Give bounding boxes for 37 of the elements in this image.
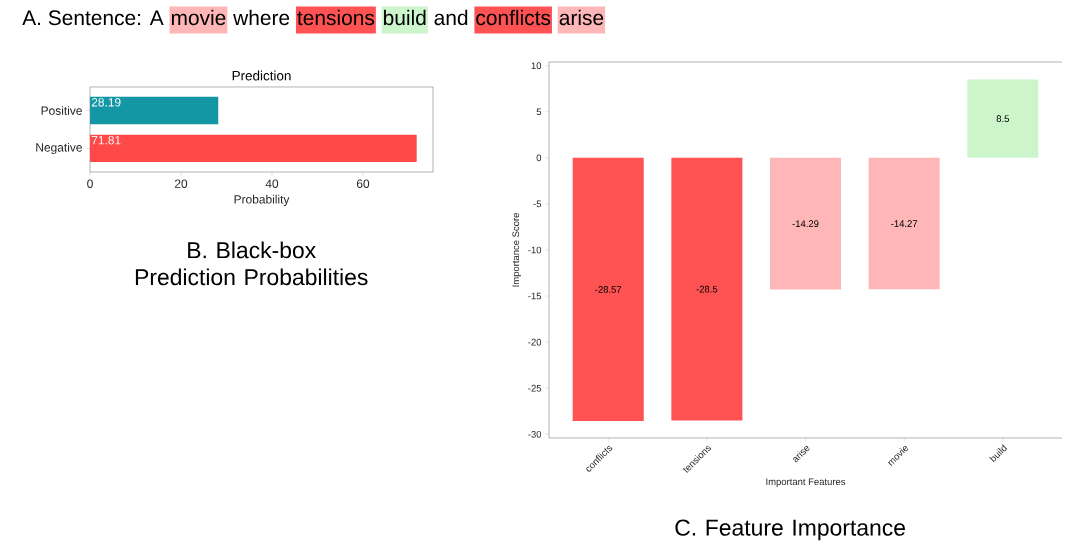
- category-label: A: [149, 10, 164, 25]
- category-label: conflicts: [476, 9, 551, 26]
- data-label: -14.27: [891, 220, 918, 227]
- category-label: tensions: [297, 9, 375, 26]
- chart-title: Prediction: [232, 70, 291, 81]
- data-label: -14.29: [792, 220, 819, 228]
- x-tick-label: 40: [265, 179, 279, 188]
- category-label: where: [233, 9, 290, 26]
- y-axis-title: Importance Score: [512, 213, 521, 287]
- y-tick-label: 5: [536, 108, 542, 116]
- y-tick-label: 0: [536, 154, 542, 162]
- data-label: -28.5: [696, 285, 718, 293]
- data-label: 28.19: [91, 98, 121, 107]
- data-label: 71.81: [91, 136, 121, 145]
- data-label: 8.5: [996, 115, 1010, 123]
- y-tick-label: Negative: [36, 142, 82, 155]
- text: C. Feature Importance: [675, 519, 905, 541]
- x-tick-label: 20: [174, 179, 188, 188]
- category-label: arise: [559, 9, 604, 26]
- data-label: -28.57: [595, 286, 622, 293]
- category-label: and: [434, 9, 468, 26]
- category-label: movie: [171, 9, 226, 26]
- y-tick-label: 10: [531, 62, 542, 70]
- text: A. Sentence:: [22, 10, 141, 26]
- x-tick-label: 0: [87, 179, 93, 188]
- y-tick-label: -25: [528, 384, 542, 392]
- y-tick-label: -15: [528, 292, 542, 300]
- y-tick-label: -20: [528, 338, 542, 346]
- y-tick-label: -30: [528, 430, 542, 438]
- x-tick-label: 60: [356, 179, 370, 188]
- x-axis-title: Important Features: [766, 478, 846, 487]
- y-tick-label: -5: [533, 200, 542, 208]
- y-tick-label: Positive: [41, 106, 82, 115]
- x-axis-title: Probability: [234, 194, 290, 206]
- y-tick-label: -10: [528, 246, 542, 254]
- category-label: build: [384, 9, 426, 26]
- text: B. Black-box Prediction Probabilities: [135, 241, 368, 286]
